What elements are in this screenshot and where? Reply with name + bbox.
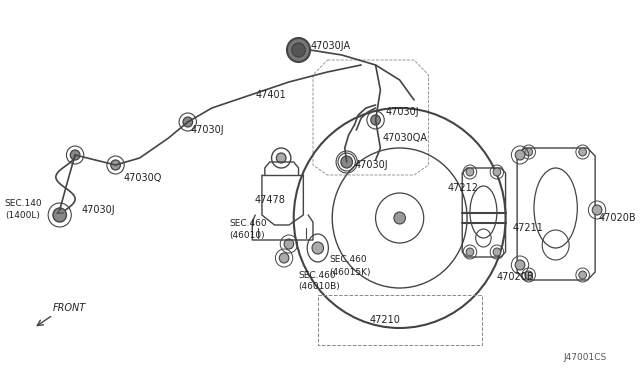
Text: 47030J: 47030J (355, 160, 388, 170)
Text: 47030J: 47030J (191, 125, 224, 135)
Circle shape (53, 208, 67, 222)
Text: (1400L): (1400L) (5, 211, 40, 219)
Circle shape (466, 168, 474, 176)
Circle shape (183, 117, 193, 127)
Text: 47020B: 47020B (599, 213, 637, 223)
Circle shape (312, 242, 324, 254)
Circle shape (394, 212, 405, 224)
Text: J47001CS: J47001CS (563, 353, 607, 362)
Text: 47401: 47401 (255, 90, 286, 100)
Circle shape (341, 156, 353, 168)
Text: (46010): (46010) (229, 231, 265, 240)
Circle shape (371, 115, 380, 125)
Circle shape (579, 271, 586, 279)
Circle shape (515, 150, 525, 160)
Circle shape (466, 248, 474, 256)
Text: 47030Q: 47030Q (124, 173, 162, 183)
Circle shape (284, 239, 294, 249)
Circle shape (579, 148, 586, 156)
Text: 47030J: 47030J (385, 107, 419, 117)
Circle shape (342, 157, 351, 167)
Circle shape (493, 168, 500, 176)
Text: (46010B): (46010B) (298, 282, 340, 292)
Text: SEC.140: SEC.140 (5, 199, 42, 208)
Circle shape (525, 271, 532, 279)
Circle shape (515, 260, 525, 270)
Circle shape (70, 150, 80, 160)
Circle shape (276, 153, 286, 163)
Text: SEC.460: SEC.460 (330, 256, 367, 264)
Bar (318, 295, 481, 345)
Text: 47211: 47211 (513, 223, 543, 233)
Text: 47478: 47478 (254, 195, 285, 205)
Circle shape (493, 248, 500, 256)
Text: SEC.460: SEC.460 (298, 270, 336, 279)
Circle shape (111, 160, 120, 170)
Circle shape (279, 253, 289, 263)
Text: 47020B: 47020B (497, 272, 534, 282)
Text: (46015K): (46015K) (330, 267, 371, 276)
Circle shape (292, 43, 305, 57)
Text: 47030J: 47030J (82, 205, 115, 215)
Text: 47212: 47212 (448, 183, 479, 193)
Text: FRONT: FRONT (53, 303, 86, 313)
Circle shape (525, 148, 532, 156)
Text: 47030QA: 47030QA (382, 133, 428, 143)
Text: SEC.460: SEC.460 (229, 218, 267, 228)
Text: 47210: 47210 (370, 315, 401, 325)
Text: 47030JA: 47030JA (311, 41, 351, 51)
Circle shape (592, 205, 602, 215)
Circle shape (287, 38, 310, 62)
